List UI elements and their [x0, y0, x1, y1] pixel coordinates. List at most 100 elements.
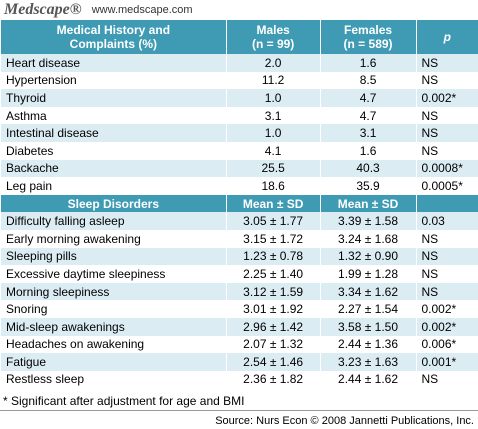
table-row: Fatigue 2.54 ± 1.46 3.23 ± 1.63 0.001* — [0, 353, 478, 371]
table-cell: 3.12 ± 1.59 — [225, 282, 321, 301]
table-cell: 2.36 ± 1.82 — [225, 370, 321, 389]
header-cell: Males (n = 99) — [225, 20, 321, 54]
table-cell: 3.01 ± 1.92 — [225, 300, 321, 318]
header-cell — [415, 194, 478, 213]
table-cell: Hypertension — [0, 71, 227, 90]
table-cell: 3.34 ± 1.62 — [319, 282, 416, 301]
table-cell: 0.002* — [415, 317, 478, 336]
table-cell: 0.03 — [415, 212, 478, 230]
table-cell: 25.5 — [225, 159, 321, 178]
table-cell: 11.2 — [225, 71, 321, 90]
table-row: Leg pain 18.6 35.9 0.0005* — [0, 177, 478, 195]
table-cell: 0.0008* — [415, 159, 478, 178]
table-cell: 0.006* — [415, 335, 478, 354]
logo: Medscape® — [4, 1, 82, 18]
table-cell: 3.05 ± 1.77 — [225, 212, 321, 230]
table-cell: 0.0005* — [415, 177, 478, 195]
table-cell: 40.3 — [319, 159, 416, 178]
table-cell: 2.0 — [225, 54, 321, 72]
header-line: (n = 99) — [251, 37, 295, 51]
table-cell: Thyroid — [0, 89, 227, 107]
table-cell: Headaches on awakening — [0, 335, 227, 354]
header-line: Medical History and — [56, 23, 171, 37]
table-cell: 3.39 ± 1.58 — [319, 212, 416, 230]
table-cell: 8.5 — [319, 71, 416, 90]
table-row: Diabetes 4.1 1.6 NS — [0, 141, 478, 160]
table-row: Headaches on awakening 2.07 ± 1.32 2.44 ± … — [0, 335, 478, 354]
table-cell: Intestinal disease — [0, 124, 227, 142]
table-cell: Heart disease — [0, 54, 227, 72]
data-table: Medical History and Complaints (%) Males (n… — [0, 20, 478, 389]
table-cell: NS — [415, 124, 478, 142]
table-cell: Difficulty falling asleep — [0, 212, 227, 230]
footnote: * Significant after adjustment for age a… — [3, 394, 245, 409]
table-cell: 1.6 — [319, 141, 416, 160]
header-cell: Mean ± SD — [319, 194, 416, 213]
table-row: Excessive daytime sleepiness 2.25 ± 1.40 1… — [0, 265, 478, 283]
table-cell: 2.44 ± 1.62 — [319, 370, 416, 389]
table-row: Intestinal disease 1.0 3.1 NS — [0, 124, 478, 142]
table-row: Thyroid 1.0 4.7 0.002* — [0, 89, 478, 107]
header-line: Females — [344, 23, 393, 37]
table-cell: 18.6 — [225, 177, 321, 195]
table-cell: Sleeping pills — [0, 247, 227, 266]
table-cell: NS — [415, 141, 478, 160]
table-cell: NS — [415, 265, 478, 283]
source: Source: Nurs Econ © 2008 Jannetti Public… — [0, 410, 478, 427]
table-cell: Restless sleep — [0, 370, 227, 389]
header-cell: Sleep Disorders — [0, 194, 227, 213]
table-cell: 1.99 ± 1.28 — [319, 265, 416, 283]
table-cell: 2.25 ± 1.40 — [225, 265, 321, 283]
table-cell: 1.0 — [225, 89, 321, 107]
table-cell: 3.1 — [319, 124, 416, 142]
table-cell: 2.44 ± 1.36 — [319, 335, 416, 354]
table-cell: 2.54 ± 1.46 — [225, 353, 321, 371]
table-cell: 4.7 — [319, 106, 416, 125]
table-cell: 2.96 ± 1.42 — [225, 317, 321, 336]
table-cell: NS — [415, 106, 478, 125]
site-url: www.medscape.com — [91, 4, 193, 16]
table-row: Morning sleepiness 3.12 ± 1.59 3.34 ± 1.62… — [0, 282, 478, 301]
table-cell: Excessive daytime sleepiness — [0, 265, 227, 283]
header-cell: Females (n = 589) — [319, 20, 416, 54]
table-row: Early morning awakening 3.15 ± 1.72 3.24 ±… — [0, 229, 478, 248]
table-cell: 4.1 — [225, 141, 321, 160]
header-row: Medical History and Complaints (%) Males (n… — [0, 20, 478, 54]
table-cell: 0.001* — [415, 353, 478, 371]
table-row: Restless sleep 2.36 ± 1.82 2.44 ± 1.62 NS — [0, 370, 478, 389]
header-line: (n = 589) — [343, 37, 393, 51]
header-line: Males — [256, 23, 290, 37]
table-cell: Leg pain — [0, 177, 227, 195]
table-row: Sleeping pills 1.23 ± 0.78 1.32 ± 0.90 NS — [0, 247, 478, 266]
table-cell: 1.0 — [225, 124, 321, 142]
table-cell: 2.27 ± 1.54 — [319, 300, 416, 318]
table-cell: Fatigue — [0, 353, 227, 371]
table-cell: 3.15 ± 1.72 — [225, 229, 321, 248]
table-cell: 3.58 ± 1.50 — [319, 317, 416, 336]
header-cell: p — [415, 20, 478, 54]
header-line: p — [443, 30, 451, 44]
table-cell: 3.23 ± 1.63 — [319, 353, 416, 371]
table-cell: NS — [415, 247, 478, 266]
table-cell: Mid-sleep awakenings — [0, 317, 227, 336]
table-cell: 0.002* — [415, 300, 478, 318]
table-cell: 1.6 — [319, 54, 416, 72]
table-cell: NS — [415, 282, 478, 301]
table-cell: Diabetes — [0, 141, 227, 160]
top-bar: Medscape® www.medscape.com — [0, 0, 478, 20]
table-row: Mid-sleep awakenings 2.96 ± 1.42 3.58 ± 1.… — [0, 317, 478, 336]
table-row: Hypertension 11.2 8.5 NS — [0, 71, 478, 90]
header-line: Complaints (%) — [69, 37, 158, 51]
table-row: Heart disease 2.0 1.6 NS — [0, 54, 478, 72]
table-row: Asthma 3.1 4.7 NS — [0, 106, 478, 125]
table-cell: 1.23 ± 0.78 — [225, 247, 321, 266]
table-cell: 1.32 ± 0.90 — [319, 247, 416, 266]
table-cell: Snoring — [0, 300, 227, 318]
table-cell: NS — [415, 54, 478, 72]
table-cell: NS — [415, 229, 478, 248]
table-row: Snoring 3.01 ± 1.92 2.27 ± 1.54 0.002* — [0, 300, 478, 318]
header-cell: Medical History and Complaints (%) — [0, 20, 227, 54]
table-cell: 4.7 — [319, 89, 416, 107]
table-row: Difficulty falling asleep 3.05 ± 1.77 3.39… — [0, 212, 478, 230]
table-row: Backache 25.5 40.3 0.0008* — [0, 159, 478, 178]
